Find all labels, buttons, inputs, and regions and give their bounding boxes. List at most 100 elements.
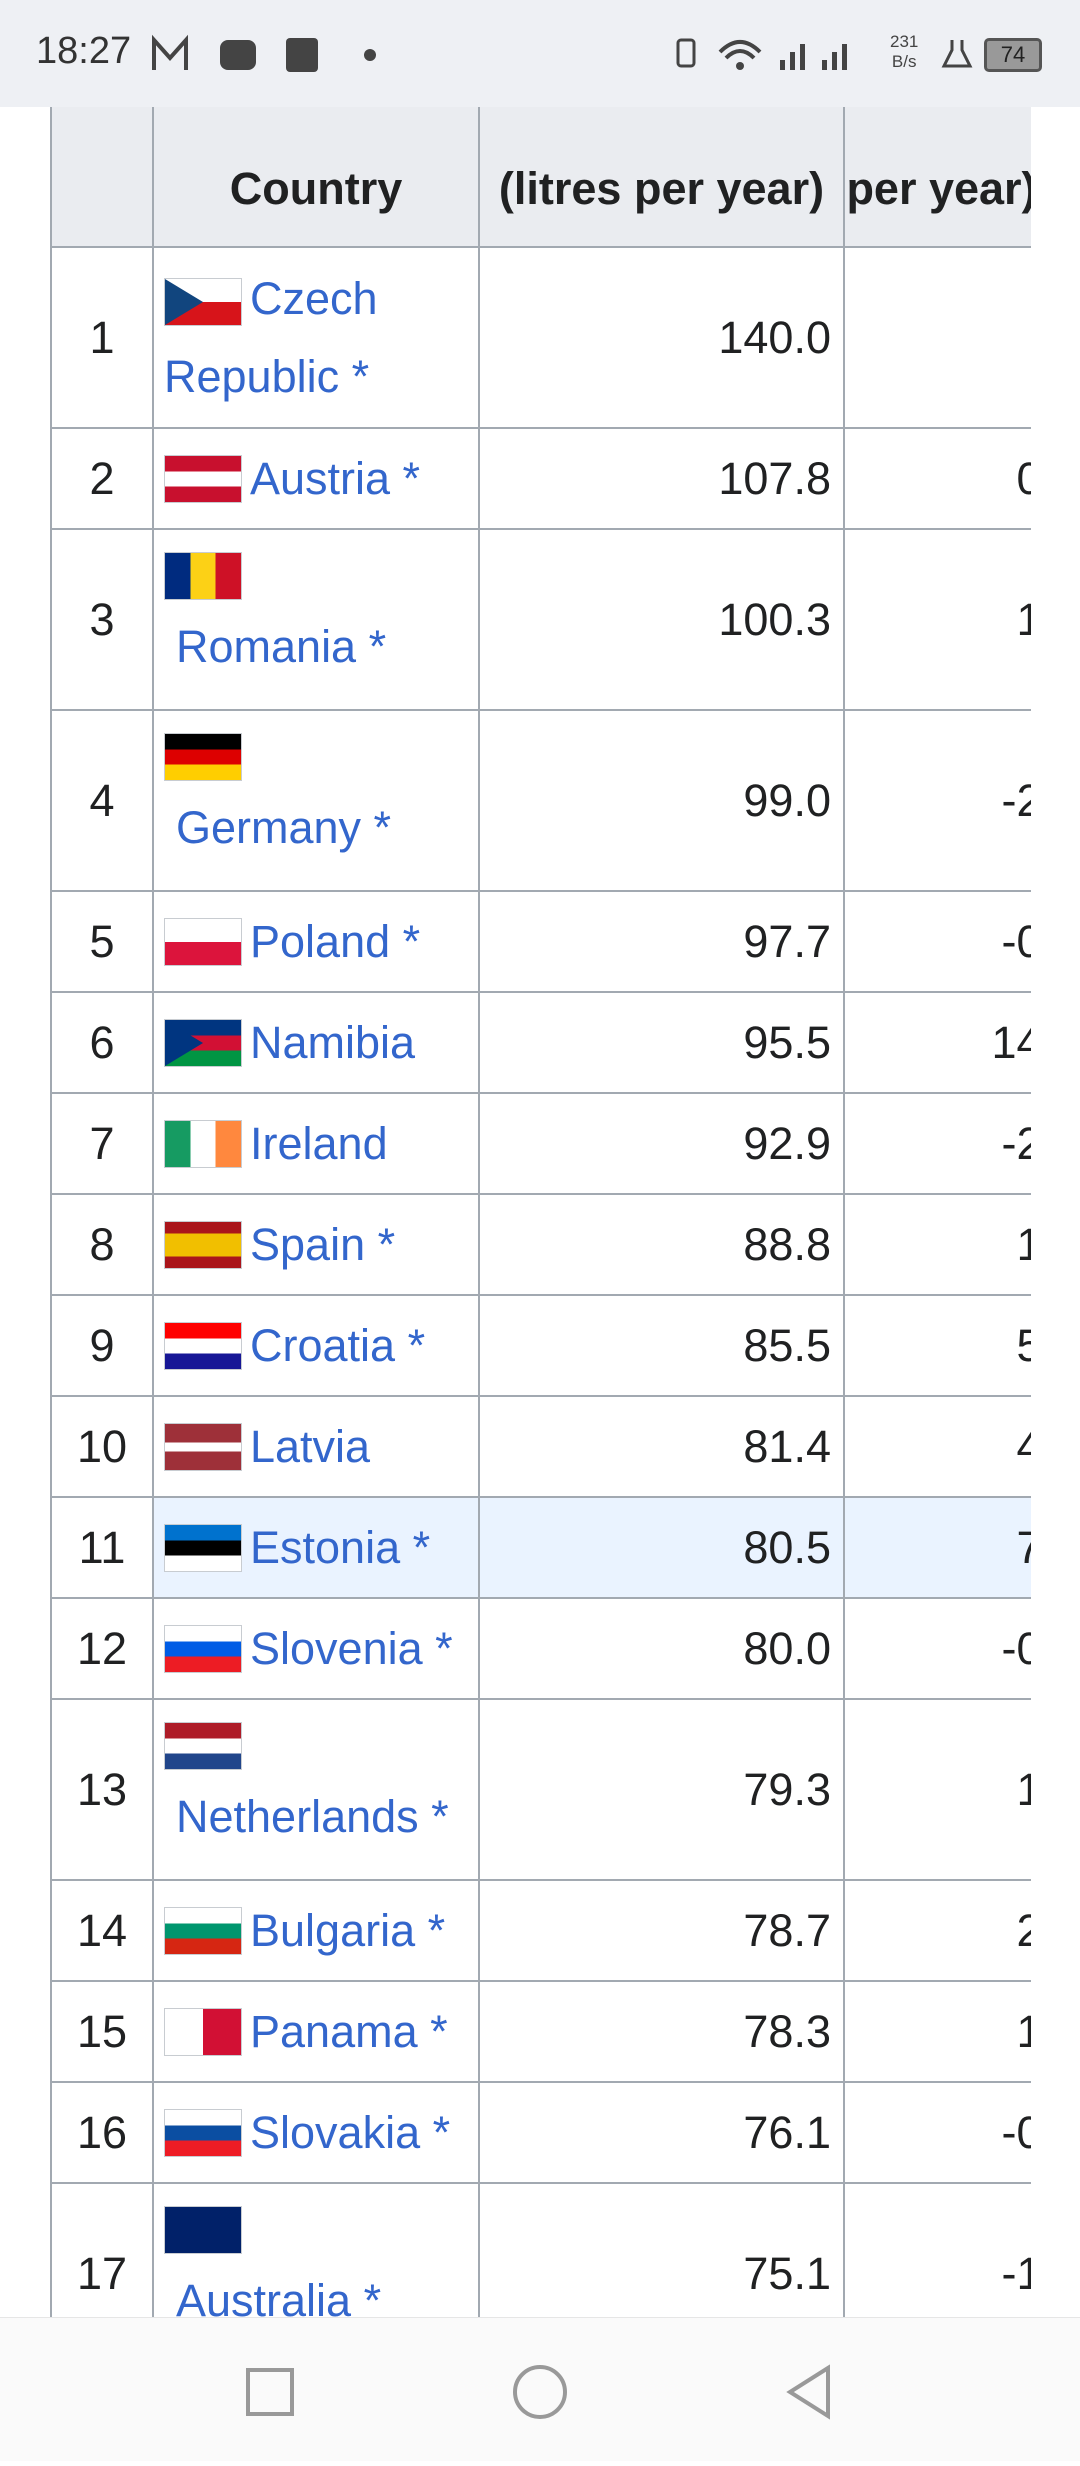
flag [164, 1119, 242, 1168]
rank-cell: 17 [50, 2184, 154, 2317]
signal-icons [676, 38, 847, 70]
change-cell: 14. [845, 993, 1031, 1094]
change-cell: -0. [845, 892, 1031, 993]
consumption: 100.3 [718, 593, 831, 645]
rank: 5 [89, 915, 115, 967]
country-cell: Romania * [154, 530, 480, 711]
change: -0. [1001, 1622, 1031, 1674]
rank: 13 [76, 1763, 128, 1815]
consumption: 76.1 [743, 2106, 831, 2158]
consumption-cell: 75.1 [480, 2184, 845, 2317]
change: 4. [1016, 1421, 1031, 1473]
header-cell: Country [154, 107, 480, 248]
recents-button[interactable] [246, 2368, 294, 2416]
country-link[interactable]: Slovenia * [250, 1622, 453, 1674]
country-link[interactable]: Germany * [176, 802, 392, 853]
change: -1. [1001, 2247, 1031, 2299]
change-cell: -2. [845, 1094, 1031, 1195]
country-link[interactable]: Australia * [176, 2275, 382, 2317]
rank: 8 [89, 1218, 115, 1270]
rank: 7 [89, 1117, 115, 1169]
country-cell: Latvia [154, 1397, 480, 1498]
rank-cell: 3 [50, 530, 154, 711]
country-cell: Austria * [154, 429, 480, 530]
change: 7. [1016, 1522, 1031, 1574]
status-bar: 18:27 231 B/s 74 [0, 0, 1080, 107]
country-link[interactable]: Slovakia * [250, 2106, 451, 2158]
country-cell: Estonia * [154, 1498, 480, 1599]
change-cell: -0. [845, 1599, 1031, 1700]
consumption: 95.5 [743, 1016, 831, 1068]
change-cell: 0. [845, 429, 1031, 530]
flag [164, 552, 242, 600]
flag-detail [165, 1019, 203, 1066]
change-cell: 1. [845, 1982, 1031, 2083]
consumption-cell: 81.4 [480, 1397, 845, 1498]
rank: 9 [89, 1319, 115, 1371]
country-cell: Panama * [154, 1982, 480, 2083]
change-cell: 5. [845, 1296, 1031, 1397]
consumption-cell: 80.0 [480, 1599, 845, 1700]
country-link[interactable]: Estonia * [250, 1521, 431, 1573]
change-cell: -1. [845, 2184, 1031, 2317]
country-link[interactable]: Panama * [250, 2005, 448, 2057]
change: -2. [1001, 774, 1031, 826]
consumption-cell: 92.9 [480, 1094, 845, 1195]
country-wrap: Czech Republic * [164, 260, 468, 416]
flag [164, 454, 242, 503]
flag [164, 2007, 242, 2056]
country-link[interactable]: Ireland [250, 1117, 388, 1169]
rank: 10 [76, 1420, 128, 1472]
change: -0. [1001, 2106, 1031, 2158]
header-cell: per year) [845, 107, 1031, 248]
flag [164, 733, 242, 781]
country-link[interactable]: Latvia [250, 1420, 371, 1472]
country-cell: Slovakia * [154, 2083, 480, 2184]
country-link[interactable]: Poland * [250, 915, 421, 967]
change-cell: 1. [845, 530, 1031, 711]
consumption: 75.1 [743, 2247, 831, 2299]
change: 5. [1016, 1320, 1031, 1372]
consumption: 92.9 [743, 1117, 831, 1169]
rank: 11 [78, 1521, 126, 1573]
consumption-cell: 78.7 [480, 1881, 845, 1982]
change: 2. [1016, 1905, 1031, 1957]
consumption: 99.0 [743, 774, 831, 826]
flag [164, 2206, 242, 2254]
country-link[interactable]: Austria * [250, 452, 421, 504]
net-speed-value: 231 [890, 32, 919, 51]
rank: 12 [76, 1622, 128, 1674]
country-link[interactable]: Czech Republic * [164, 272, 378, 402]
rank: 16 [76, 2106, 128, 2158]
change: 1. [1016, 1219, 1031, 1271]
lab-icon [941, 40, 973, 68]
back-button[interactable] [786, 2364, 830, 2420]
consumption: 80.0 [743, 1622, 831, 1674]
rank: 15 [76, 2005, 128, 2057]
country-link[interactable]: Netherlands * [176, 1791, 449, 1842]
change-cell: 1. [845, 1700, 1031, 1881]
consumption: 85.5 [743, 1319, 831, 1371]
country-link[interactable]: Namibia [250, 1016, 416, 1068]
consumption: 78.3 [743, 2005, 831, 2057]
country-link[interactable]: Bulgaria * [250, 1904, 446, 1956]
rank-cell: 16 [50, 2083, 154, 2184]
country-cell: Czech Republic * [154, 248, 480, 429]
flag [164, 277, 242, 326]
rank: 2 [89, 452, 115, 504]
header-cell [50, 107, 154, 248]
country-link[interactable]: Spain * [250, 1218, 396, 1270]
rank-cell: 11 [50, 1498, 154, 1599]
nav-icons [246, 2364, 830, 2420]
home-button[interactable] [513, 2365, 567, 2419]
rank-cell: 6 [50, 993, 154, 1094]
consumption-cell: 95.5 [480, 993, 845, 1094]
change-cell: 4. [845, 1397, 1031, 1498]
country-link[interactable]: Croatia * [250, 1319, 426, 1371]
consumption-cell: 140.0 [480, 248, 845, 429]
flag [164, 2108, 242, 2157]
rank-cell: 7 [50, 1094, 154, 1195]
flag [164, 1722, 242, 1770]
net-speed-unit: B/s [891, 52, 917, 71]
country-link[interactable]: Romania * [176, 621, 387, 672]
